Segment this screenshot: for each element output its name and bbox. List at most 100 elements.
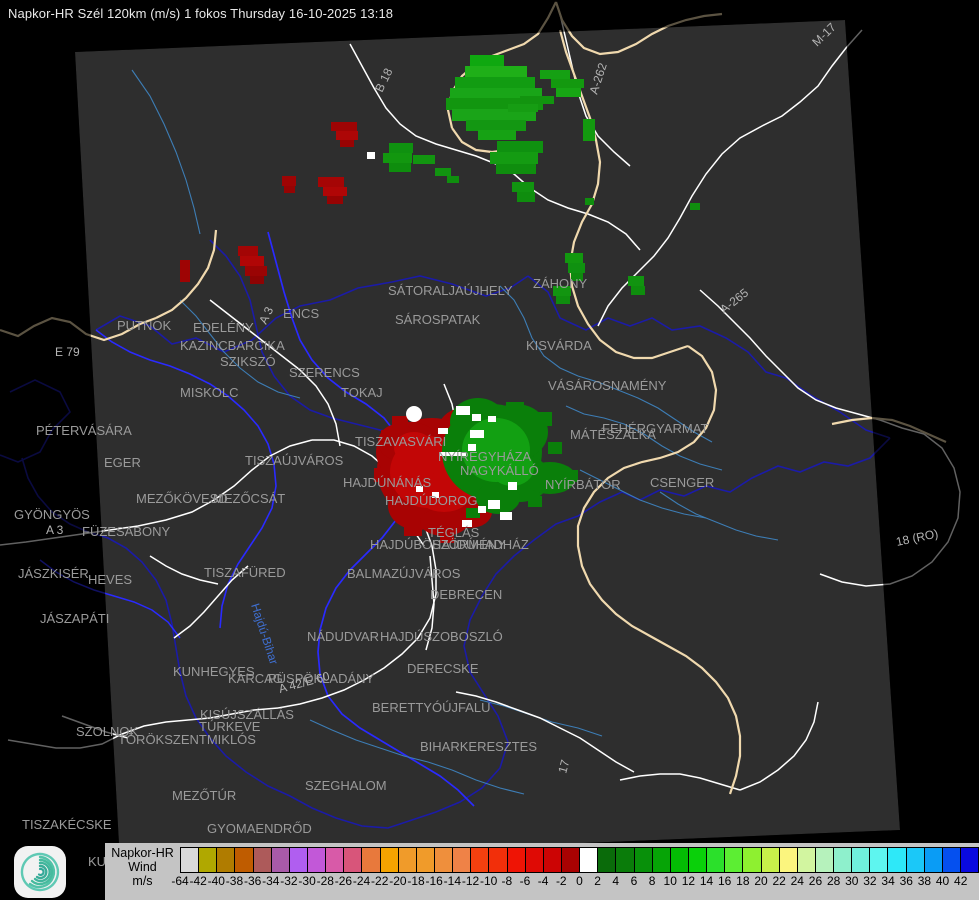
legend-swatch[interactable]	[670, 848, 689, 872]
legend-tick: -42	[189, 874, 207, 888]
legend-tick: 4	[612, 874, 620, 888]
legend-swatch[interactable]	[416, 848, 435, 872]
legend-tick: -2	[555, 874, 567, 888]
legend-swatch[interactable]	[453, 848, 472, 872]
legend-swatch[interactable]	[199, 848, 218, 872]
legend-tick: -10	[479, 874, 498, 888]
legend-swatch[interactable]	[797, 848, 816, 872]
radar-echo-cell	[327, 196, 343, 204]
road-label: A 3	[46, 523, 64, 537]
legend-swatch[interactable]	[652, 848, 671, 872]
legend-swatch[interactable]	[271, 848, 290, 872]
legend-swatch[interactable]	[235, 848, 254, 872]
radar-echo-cell	[435, 168, 451, 176]
city-label: JÁSZAPÁTI	[40, 611, 109, 626]
legend-swatch[interactable]	[561, 848, 581, 872]
legend-swatch[interactable]	[779, 848, 798, 872]
legend-unit-label: m/s	[132, 874, 153, 888]
legend-swatch[interactable]	[707, 848, 726, 872]
radar-echo-cell	[690, 203, 700, 210]
legend-tick: 42	[954, 874, 968, 888]
legend-swatch[interactable]	[834, 848, 853, 872]
legend-swatch[interactable]	[289, 848, 308, 872]
legend-swatch[interactable]	[525, 848, 544, 872]
legend-swatch[interactable]	[616, 848, 635, 872]
radar-echo-cell	[556, 296, 570, 304]
legend-swatch[interactable]	[434, 848, 454, 872]
radar-echo-cell	[466, 120, 526, 131]
legend-tick: -16	[425, 874, 443, 888]
radar-echo-cell	[565, 253, 583, 263]
city-label: SZERENCS	[289, 365, 360, 380]
city-label: TISZAKÉCSKE	[22, 817, 112, 832]
legend-swatch[interactable]	[852, 848, 871, 872]
radar-echo-cell	[568, 263, 585, 273]
cyclone-spiral-logo	[14, 846, 66, 898]
legend-swatch[interactable]	[398, 848, 417, 872]
city-label: SZEGHALOM	[305, 778, 387, 793]
city-label: ENCS	[283, 306, 319, 321]
legend-swatch[interactable]	[725, 848, 744, 872]
radar-echo-cell	[512, 182, 534, 192]
legend-tick: -64	[171, 874, 189, 888]
radar-echo-cell	[628, 276, 644, 286]
legend-swatch[interactable]	[344, 848, 363, 872]
legend-swatch[interactable]	[307, 848, 327, 872]
legend-swatch[interactable]	[326, 848, 345, 872]
legend-swatch[interactable]	[634, 848, 653, 872]
legend-swatch[interactable]	[906, 848, 925, 872]
city-label: TÚRKEVE	[199, 719, 261, 734]
legend-tick: 22	[772, 874, 786, 888]
radar-echo-cell	[520, 96, 554, 104]
legend-tick: -14	[443, 874, 462, 888]
legend-swatch[interactable]	[181, 848, 200, 872]
radar-velocity-couplet	[374, 398, 578, 543]
legend-swatch[interactable]	[815, 848, 835, 872]
legend-tick: -30	[298, 874, 316, 888]
rivers	[39, 69, 779, 807]
legend-swatch[interactable]	[580, 848, 599, 872]
radar-echo-cell	[389, 143, 413, 153]
legend-swatch[interactable]	[743, 848, 762, 872]
radar-echo-cell	[496, 164, 536, 174]
legend-swatch[interactable]	[761, 848, 780, 872]
legend-tick: 14	[699, 874, 714, 888]
legend-color-bar[interactable]	[180, 847, 979, 873]
legend-swatch[interactable]	[888, 848, 907, 872]
legend-tick: 24	[790, 874, 804, 888]
city-label: GYOMAENDRŐD	[207, 821, 312, 836]
legend-swatch[interactable]	[471, 848, 490, 872]
radar-echo-cell	[478, 130, 516, 140]
legend-swatch[interactable]	[217, 848, 236, 872]
legend-swatch[interactable]	[942, 848, 962, 872]
legend-swatch[interactable]	[543, 848, 562, 872]
legend-swatch[interactable]	[253, 848, 272, 872]
legend-swatch[interactable]	[507, 848, 526, 872]
road-label: A 3	[256, 304, 276, 326]
city-label: NYÍRBÁTOR	[545, 477, 621, 492]
legend-swatch[interactable]	[924, 848, 943, 872]
legend-tick: 30	[845, 874, 859, 888]
legend-swatch[interactable]	[362, 848, 381, 872]
legend-tick: 34	[881, 874, 895, 888]
radar-echo-cell	[508, 104, 538, 112]
color-scale-legend[interactable]: Napkor-HR Wind m/s -64 -42 -40 -38 -36 -34 -32…	[105, 843, 979, 900]
city-label: NÁDUDVAR	[307, 629, 379, 644]
legend-swatch[interactable]	[489, 848, 508, 872]
legend-tick: 8	[648, 874, 656, 888]
city-label: SÁROSPATAK	[395, 312, 481, 327]
legend-swatch[interactable]	[380, 848, 399, 872]
city-label: HEVES	[88, 572, 132, 587]
legend-swatch[interactable]	[598, 848, 617, 872]
legend-swatch[interactable]	[870, 848, 889, 872]
legend-tick: 32	[863, 874, 877, 888]
city-label: KISVÁRDA	[526, 338, 592, 353]
legend-tick: 38	[917, 874, 932, 888]
city-label: SZIKSZÓ	[220, 354, 276, 369]
city-label: JÁSZKISÉR	[18, 566, 89, 581]
city-label: NAGYKÁLLÓ	[460, 463, 539, 478]
legend-swatch[interactable]	[961, 848, 979, 872]
legend-swatch[interactable]	[688, 848, 708, 872]
